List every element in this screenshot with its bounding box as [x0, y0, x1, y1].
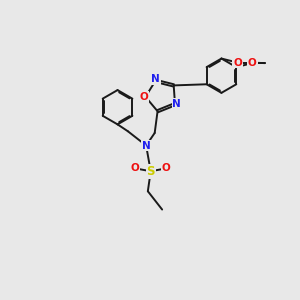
- Text: S: S: [146, 165, 155, 178]
- Text: O: O: [140, 92, 148, 102]
- Text: O: O: [131, 164, 140, 173]
- Text: O: O: [233, 58, 242, 68]
- Text: N: N: [172, 99, 181, 109]
- Text: O: O: [162, 164, 170, 173]
- Text: N: N: [142, 140, 151, 151]
- Text: N: N: [151, 74, 160, 84]
- Text: O: O: [248, 58, 257, 68]
